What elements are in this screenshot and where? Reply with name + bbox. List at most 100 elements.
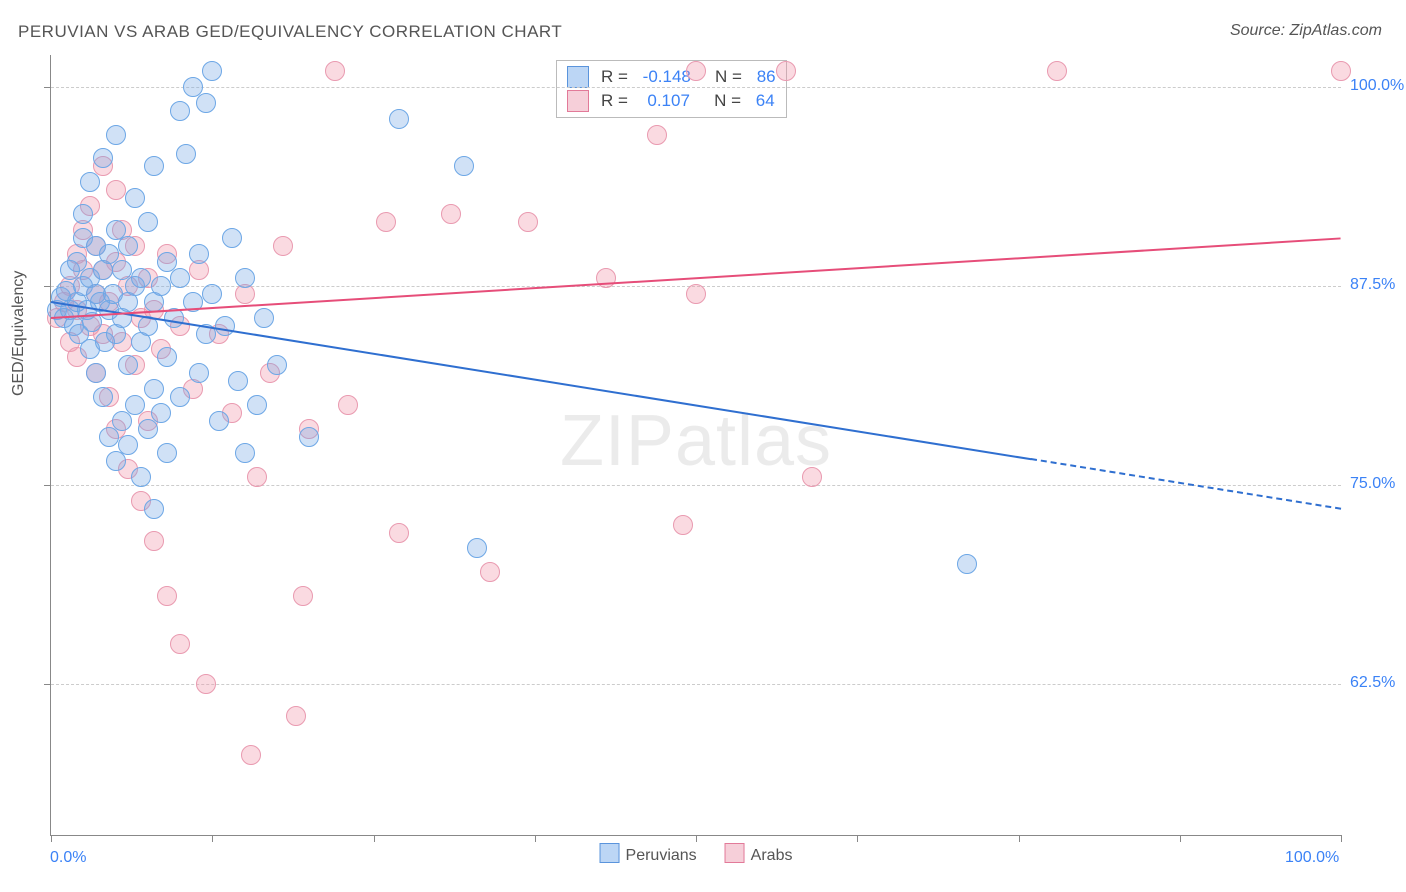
scatter-point — [686, 61, 706, 81]
scatter-point — [686, 284, 706, 304]
scatter-point — [80, 172, 100, 192]
scatter-point — [228, 371, 248, 391]
gridline — [51, 485, 1341, 486]
scatter-point — [118, 435, 138, 455]
scatter-point — [112, 411, 132, 431]
scatter-point — [144, 379, 164, 399]
x-tick — [857, 835, 858, 842]
scatter-point — [299, 427, 319, 447]
scatter-point — [144, 499, 164, 519]
scatter-point — [131, 467, 151, 487]
scatter-point — [196, 93, 216, 113]
y-tick — [44, 87, 51, 88]
scatter-point — [267, 355, 287, 375]
x-axis-value: 0.0% — [50, 849, 86, 867]
arabs-swatch — [567, 90, 589, 112]
scatter-point — [125, 188, 145, 208]
x-tick — [212, 835, 213, 842]
source-label: Source: ZipAtlas.com — [1230, 22, 1382, 40]
scatter-point — [273, 236, 293, 256]
scatter-point — [235, 268, 255, 288]
scatter-point — [176, 144, 196, 164]
peruvians-swatch — [600, 843, 620, 863]
scatter-point — [138, 419, 158, 439]
watermark: ZIPatlas — [560, 400, 832, 482]
scatter-point — [86, 363, 106, 383]
scatter-point — [93, 387, 113, 407]
scatter-point — [202, 284, 222, 304]
y-axis-value: 62.5% — [1350, 674, 1395, 692]
scatter-point — [209, 411, 229, 431]
legend-item: Arabs — [725, 843, 793, 865]
scatter-point — [235, 443, 255, 463]
scatter-point — [441, 204, 461, 224]
scatter-point — [170, 387, 190, 407]
scatter-point — [338, 395, 358, 415]
scatter-point — [157, 586, 177, 606]
scatter-point — [157, 347, 177, 367]
scatter-point — [254, 308, 274, 328]
scatter-point — [467, 538, 487, 558]
y-tick — [44, 684, 51, 685]
scatter-point — [957, 554, 977, 574]
legend: Peruvians Arabs — [600, 843, 793, 865]
scatter-point — [106, 180, 126, 200]
scatter-point — [93, 148, 113, 168]
scatter-point — [325, 61, 345, 81]
scatter-point — [144, 156, 164, 176]
x-tick — [51, 835, 52, 842]
scatter-point — [215, 316, 235, 336]
arabs-swatch — [725, 843, 745, 863]
y-axis-label: GED/Equivalency — [10, 271, 28, 396]
scatter-point — [144, 531, 164, 551]
scatter-point — [247, 395, 267, 415]
scatter-point — [202, 61, 222, 81]
stats-row: R = 0.107 N = 64 — [567, 89, 776, 113]
scatter-point — [151, 403, 171, 423]
y-tick — [44, 286, 51, 287]
scatter-point — [376, 212, 396, 232]
scatter-point — [157, 443, 177, 463]
x-axis-value: 100.0% — [1285, 849, 1339, 867]
scatter-point — [99, 427, 119, 447]
scatter-point — [518, 212, 538, 232]
x-tick — [374, 835, 375, 842]
scatter-point — [454, 156, 474, 176]
gridline — [51, 684, 1341, 685]
scatter-point — [647, 125, 667, 145]
scatter-point — [1331, 61, 1351, 81]
scatter-point — [480, 562, 500, 582]
correlation-stats-box: R = -0.148 N = 86 R = 0.107 N = 64 — [556, 60, 787, 118]
scatter-point — [241, 745, 261, 765]
scatter-point — [802, 467, 822, 487]
x-tick — [1341, 835, 1342, 842]
scatter-point — [73, 204, 93, 224]
scatter-point — [389, 109, 409, 129]
x-tick — [1019, 835, 1020, 842]
scatter-point — [189, 363, 209, 383]
chart-title: PERUVIAN VS ARAB GED/EQUIVALENCY CORRELA… — [18, 22, 562, 42]
scatter-point — [170, 634, 190, 654]
y-axis-value: 87.5% — [1350, 276, 1395, 294]
legend-item: Peruvians — [600, 843, 697, 865]
scatter-point — [286, 706, 306, 726]
y-tick — [44, 485, 51, 486]
scatter-point — [170, 101, 190, 121]
scatter-point — [106, 125, 126, 145]
peruvians-swatch — [567, 66, 589, 88]
scatter-point — [125, 395, 145, 415]
scatter-point — [170, 268, 190, 288]
scatter-plot: ZIPatlas R = -0.148 N = 86 R = 0.107 N =… — [50, 55, 1341, 836]
gridline — [51, 87, 1341, 88]
scatter-point — [293, 586, 313, 606]
y-axis-value: 75.0% — [1350, 475, 1395, 493]
x-tick — [535, 835, 536, 842]
scatter-point — [222, 228, 242, 248]
scatter-point — [389, 523, 409, 543]
scatter-point — [138, 212, 158, 232]
scatter-point — [1047, 61, 1067, 81]
scatter-point — [776, 61, 796, 81]
x-tick — [1180, 835, 1181, 842]
scatter-point — [151, 276, 171, 296]
scatter-point — [189, 244, 209, 264]
